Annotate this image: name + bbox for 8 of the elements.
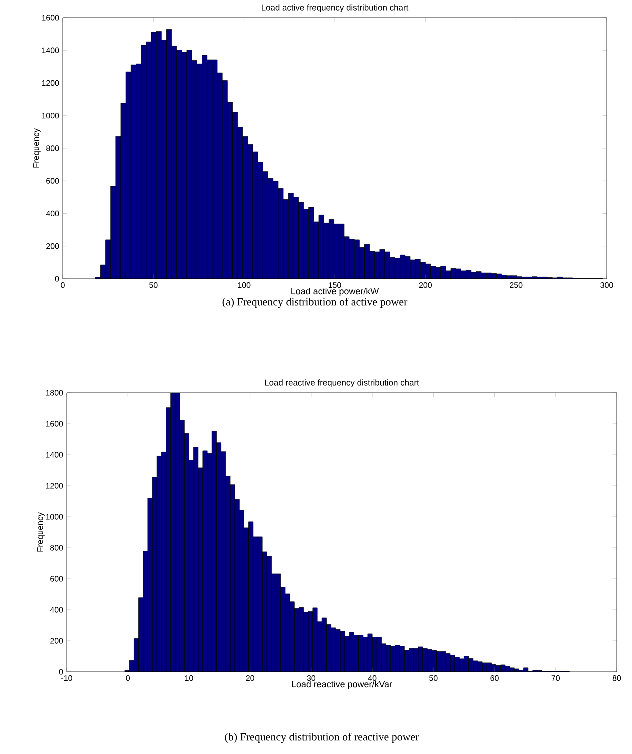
chart-title: Load active frequency distribution chart [262,4,409,12]
y-axis-title: Frequency [37,512,45,552]
x-axis-title: Load active power/kW [292,288,380,296]
chart-title: Load reactive frequency distribution chart [265,380,420,388]
text: (a) Frequency distribution of active power [222,298,408,308]
text: (b) Frequency distribution of reactive power [225,732,420,744]
y-axis-title: Frequency [33,128,41,168]
x-axis-title: Load reactive power/kVar [292,680,392,690]
